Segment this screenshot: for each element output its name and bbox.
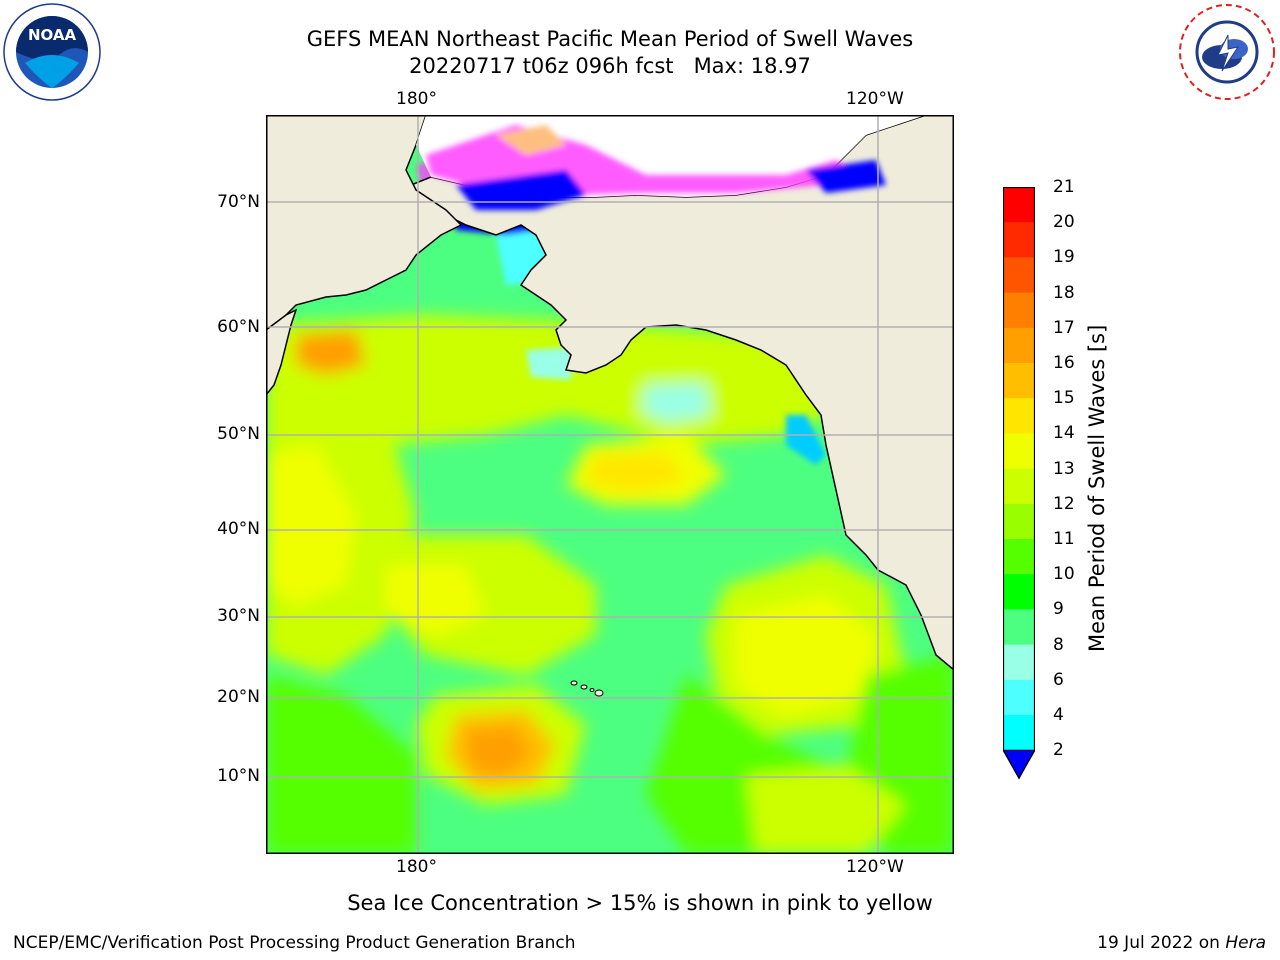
colorbar-segment xyxy=(1003,398,1035,434)
colorbar-tick-label: 19 xyxy=(1053,247,1075,268)
lat-label-70n: 70°N xyxy=(217,192,260,212)
noaa-logo-icon: NOAA xyxy=(3,3,101,101)
kamchatka-land xyxy=(266,308,298,397)
footer-date-text: 19 Jul 2022 on xyxy=(1097,933,1226,953)
colorbar-tick-label: 18 xyxy=(1053,282,1075,303)
colorbar-segment xyxy=(1003,503,1035,540)
lat-label-10n: 10°N xyxy=(217,766,260,786)
colorbar-tick-label: 6 xyxy=(1053,669,1064,690)
colorbar-segment xyxy=(1003,257,1035,294)
colorbar-tick-label: 12 xyxy=(1053,493,1075,514)
colorbar-title: Mean Period of Swell Waves [s] xyxy=(1085,324,1109,652)
colorbar-segment xyxy=(1003,468,1035,505)
north-america-land xyxy=(409,115,954,671)
colorbar-tick-label: 4 xyxy=(1053,705,1064,725)
colorbar-segment xyxy=(1003,679,1035,716)
graticule xyxy=(266,115,954,854)
lat-label-30n: 30°N xyxy=(217,606,260,626)
footer-left-credit: NCEP/EMC/Verification Post Processing Pr… xyxy=(13,933,576,953)
colorbar-segment xyxy=(1003,292,1035,329)
colorbar-segment xyxy=(1003,609,1035,646)
sea-ice-note: Sea Ice Concentration > 15% is shown in … xyxy=(347,891,933,915)
colorbar-tick-label: 10 xyxy=(1053,564,1075,585)
map-frame xyxy=(266,115,954,854)
lat-label-40n: 40°N xyxy=(217,519,260,539)
colorbar-tick-label: 9 xyxy=(1053,599,1064,620)
colorbar-segment xyxy=(1003,433,1035,470)
colorbar-segment xyxy=(1003,327,1035,364)
chart-subtitle: 20220717 t06z 096h fcst Max: 18.97 xyxy=(409,54,811,78)
footer-machine-name: Hera xyxy=(1225,933,1266,953)
hawaii-islands xyxy=(570,680,604,697)
lat-label-20n: 20°N xyxy=(217,687,260,707)
chart-title: GEFS MEAN Northeast Pacific Mean Period … xyxy=(306,27,914,51)
colorbar-segment xyxy=(1003,539,1035,575)
colorbar-segment xyxy=(1003,363,1035,399)
colorbar-segment xyxy=(1003,222,1035,258)
colorbar-tick-label: 11 xyxy=(1053,529,1075,549)
colorbar xyxy=(1003,187,1035,780)
swell-field xyxy=(266,315,954,854)
top-lon-label-180: 180° xyxy=(396,89,437,109)
colorbar-tick-label: 20 xyxy=(1053,212,1075,233)
lat-label-60n: 60°N xyxy=(217,317,260,337)
colorbar-extend-triangle xyxy=(1003,749,1035,780)
bottom-lon-label-180: 180° xyxy=(396,857,437,877)
colorbar-segment xyxy=(1003,187,1035,223)
swell-period-map xyxy=(266,115,954,854)
colorbar-tick-label: 14 xyxy=(1053,423,1075,444)
colorbar-segment xyxy=(1003,715,1035,751)
nws-logo-icon xyxy=(1178,3,1276,101)
colorbar-tick-label: 2 xyxy=(1053,740,1064,761)
noaa-logo-text: NOAA xyxy=(28,26,77,44)
footer-right-date: 19 Jul 2022 on Hera xyxy=(1097,933,1266,953)
land xyxy=(266,115,954,697)
colorbar-frame xyxy=(1003,187,1035,780)
colorbar-segment xyxy=(1003,574,1035,610)
colorbar-tick-label: 15 xyxy=(1053,388,1075,409)
siberia-land xyxy=(266,115,463,331)
colorbar-tick-label: 16 xyxy=(1053,353,1075,373)
bottom-lon-label-120w: 120°W xyxy=(846,857,904,877)
lat-label-50n: 50°N xyxy=(217,424,260,444)
colorbar-tick-label: 17 xyxy=(1053,317,1075,338)
top-lon-label-120w: 120°W xyxy=(846,89,904,109)
colorbar-tick-label: 21 xyxy=(1053,177,1075,197)
colorbar-tick-label: 13 xyxy=(1053,458,1075,479)
colorbar-tick-label: 8 xyxy=(1053,634,1064,655)
colorbar-segment xyxy=(1003,644,1035,681)
